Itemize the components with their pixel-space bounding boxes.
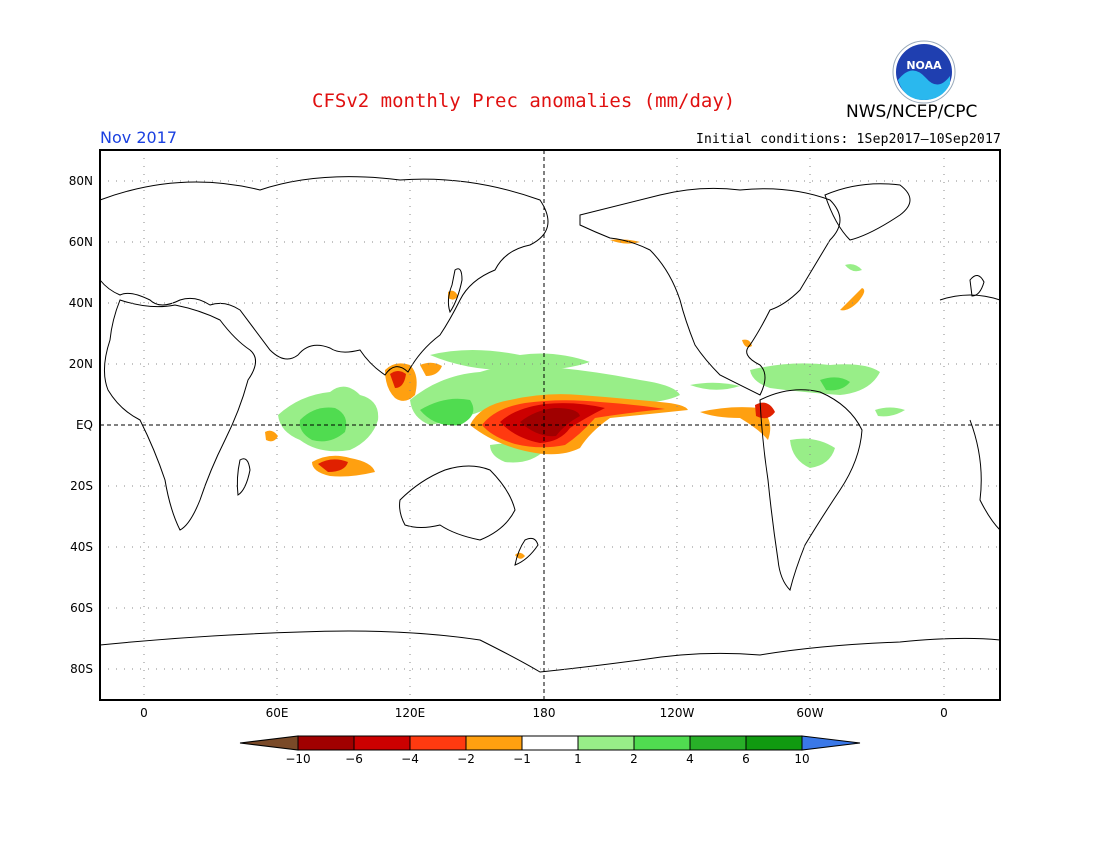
lat-label: 60N <box>69 235 93 249</box>
dry-anomaly-indonesia-core <box>390 371 406 388</box>
colorbar-label: −10 <box>285 752 310 766</box>
coast-africa-east <box>969 419 1001 531</box>
lon-label: 120E <box>395 706 426 720</box>
colorbar: −10 −6 −4 −2 −1 1 2 4 6 10 <box>239 735 861 766</box>
dry-anomaly-colombia <box>755 402 775 419</box>
colorbar-swatch <box>353 735 411 751</box>
coast-madagascar <box>236 458 251 496</box>
wet-anomaly-north-pacific <box>430 350 590 371</box>
dry-anomaly-west-indian <box>265 430 278 442</box>
colorbar-label: −4 <box>401 752 419 766</box>
dry-anomaly-philippine-sea <box>420 362 442 376</box>
dry-anomaly-central-pacific-core <box>520 408 580 437</box>
wet-anomaly-amazon <box>790 438 835 468</box>
colorbar-swatch <box>521 735 579 751</box>
coast-japan <box>447 268 463 314</box>
coast-eurasia <box>99 176 549 376</box>
colorbar-arrow-low <box>239 735 299 751</box>
dry-anomaly-japan <box>448 290 458 300</box>
noaa-logo: NOAA <box>892 40 956 104</box>
colorbar-label: −6 <box>345 752 363 766</box>
colorbar-swatch <box>465 735 523 751</box>
lon-label: 60W <box>796 706 823 720</box>
lon-label: 0 <box>140 706 148 720</box>
coast-australia <box>399 465 516 541</box>
agency-label: NWS/NCEP/CPC <box>846 102 978 122</box>
wet-anomaly-atlantic <box>875 407 905 417</box>
lon-label: 180 <box>533 706 556 720</box>
coast-south-america <box>759 389 863 591</box>
colorbar-label: 10 <box>794 752 809 766</box>
logo-text: NOAA <box>906 59 942 72</box>
colorbar-swatch <box>409 735 467 751</box>
colorbar-swatch <box>633 735 691 751</box>
lat-labels: 80N 60N 40N 20N EQ 20S 40S 60S 80S <box>69 174 93 676</box>
anomaly-fields <box>265 239 905 559</box>
lat-label: 40S <box>70 540 93 554</box>
map-frame <box>99 149 1001 701</box>
lat-label: 20S <box>70 479 93 493</box>
colorbar-swatch <box>745 735 803 751</box>
wet-anomaly-caribbean <box>750 363 880 395</box>
dry-anomaly-east-pacific <box>700 407 771 440</box>
wet-anomaly-indian-ocean-core <box>299 407 347 442</box>
lat-label: 80N <box>69 174 93 188</box>
initial-conditions-label: Initial conditions: 1Sep2017–10Sep2017 <box>695 132 1001 147</box>
coast-greenland <box>824 183 911 241</box>
coastlines <box>99 176 1001 673</box>
colorbar-label: 2 <box>630 752 638 766</box>
colorbar-swatch <box>689 735 747 751</box>
colorbar-label: −2 <box>457 752 475 766</box>
colorbar-label: 1 <box>574 752 582 766</box>
colorbar-label: 4 <box>686 752 694 766</box>
lon-label: 0 <box>940 706 948 720</box>
colorbar-arrow-high <box>801 735 861 751</box>
dry-anomaly-indian-south-core <box>318 459 348 472</box>
colorbar-swatch <box>577 735 635 751</box>
lat-label: 80S <box>70 662 93 676</box>
coast-new-zealand <box>514 537 539 566</box>
lat-label: 20N <box>69 357 93 371</box>
colorbar-label: −1 <box>513 752 531 766</box>
lat-label: EQ <box>76 418 93 432</box>
lat-label: 40N <box>69 296 93 310</box>
coast-antarctica <box>99 630 1001 673</box>
coast-north-america <box>579 187 841 396</box>
coast-uk <box>969 275 985 297</box>
wet-anomaly-north-atlantic <box>845 264 862 272</box>
coast-africa <box>104 299 256 531</box>
lon-labels: 0 60E 120E 180 120W 60W 0 <box>140 706 948 720</box>
colorbar-label: 6 <box>742 752 750 766</box>
coast-europe-east <box>939 294 1001 301</box>
wet-anomaly-east-pacific <box>690 382 740 390</box>
colorbar-swatch <box>297 735 355 751</box>
lon-label: 120W <box>660 706 695 720</box>
dry-anomaly-alaska <box>610 239 640 244</box>
dry-anomaly-north-atlantic <box>840 288 865 311</box>
lon-label: 60E <box>266 706 289 720</box>
valid-month-label: Nov 2017 <box>100 128 178 147</box>
wet-anomaly-caribbean-core <box>820 377 850 391</box>
map-title: CFSv2 monthly Prec anomalies (mm/day) <box>312 90 736 112</box>
wet-anomaly-maritime-core <box>420 398 474 426</box>
lat-label: 60S <box>70 601 93 615</box>
